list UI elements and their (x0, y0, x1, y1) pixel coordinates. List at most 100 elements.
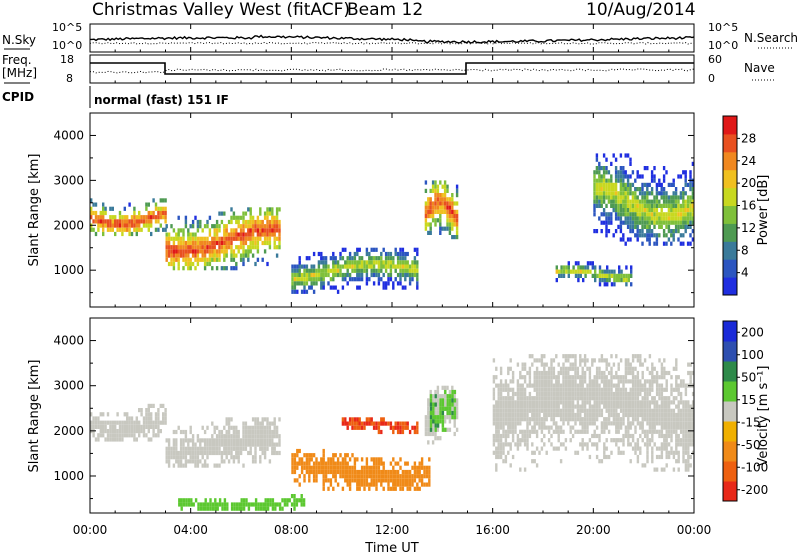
heatmap-cell (308, 478, 311, 483)
heatmap-cell (199, 459, 202, 464)
heatmap-cell (242, 249, 245, 254)
heatmap-cell (191, 446, 195, 451)
heatmap-cell (109, 206, 112, 211)
heatmap-cell (370, 465, 373, 470)
heatmap-cell (431, 440, 435, 445)
heatmap-cell (300, 461, 304, 466)
heatmap-cell (230, 417, 233, 422)
heatmap-cell (317, 260, 321, 265)
heatmap-cell (157, 206, 160, 211)
heatmap-cell (133, 210, 136, 216)
heatmap-cell (617, 212, 620, 217)
heatmap-cell (372, 469, 376, 475)
heatmap-cell (538, 375, 541, 380)
heatmap-cell (593, 358, 596, 363)
heatmap-cell (199, 245, 202, 250)
heatmap-cell (511, 412, 515, 418)
heatmap-cell (431, 209, 435, 214)
heatmap-cell (429, 201, 432, 206)
heatmap-cell (663, 442, 666, 447)
heatmap-cell (607, 421, 611, 426)
heatmap-cell (375, 482, 378, 487)
heatmap-cell (179, 240, 183, 246)
heatmap-cell (312, 264, 316, 269)
heatmap-cell (511, 379, 515, 384)
heatmap-cell (351, 425, 354, 430)
heatmap-cell (298, 277, 301, 282)
heatmap-cell (531, 429, 534, 434)
heatmap-cell (441, 427, 445, 432)
heatmap-cell (370, 457, 373, 462)
heatmap-cell (684, 412, 688, 418)
heatmap-cell (600, 203, 603, 208)
heatmap-cell (123, 412, 126, 417)
heatmap-cell (327, 486, 330, 491)
heatmap-cell (227, 219, 231, 225)
heatmap-cell (203, 249, 207, 254)
heatmap-cell (175, 257, 178, 262)
heatmap-cell (451, 218, 454, 223)
heatmap-cell (684, 408, 688, 413)
heatmap-cell (247, 207, 250, 212)
heatmap-cell (167, 253, 171, 258)
heatmap-cell (612, 438, 616, 443)
heatmap-cell (165, 249, 168, 254)
heatmap-cell (605, 157, 608, 162)
heatmap-cell (344, 469, 347, 475)
heatmap-cell (344, 453, 347, 458)
heatmap-cell (329, 461, 333, 466)
heatmap-cell (401, 268, 405, 273)
heatmap-cell (94, 416, 98, 421)
heatmap-cell (535, 408, 539, 413)
heatmap-cell (271, 232, 274, 237)
heatmap-cell (261, 429, 264, 435)
heatmap-cell (453, 406, 457, 411)
heatmap-cell (569, 438, 572, 443)
heatmap-cell (242, 245, 245, 250)
heatmap-cell (90, 424, 93, 429)
heatmap-cell (372, 457, 376, 462)
heatmap-cell (634, 178, 637, 183)
heatmap-cell (263, 228, 267, 233)
heatmap-cell (339, 251, 342, 257)
heatmap-cell (684, 433, 688, 439)
heatmap-cell (619, 450, 623, 455)
heatmap-cell (363, 474, 366, 479)
heatmap-cell (492, 450, 496, 455)
heatmap-cell (197, 506, 200, 511)
heatmap-cell (538, 412, 541, 418)
heatmap-cell (533, 408, 536, 413)
heatmap-cell (446, 226, 449, 231)
heatmap-cell (622, 237, 625, 242)
heatmap-cell (598, 187, 601, 192)
heatmap-cell (223, 240, 226, 246)
heatmap-cell (538, 421, 541, 426)
heatmap-cell (615, 354, 618, 359)
heatmap-cell (254, 236, 257, 241)
heatmap-cell (244, 425, 248, 430)
heatmap-cell (406, 482, 409, 487)
heatmap-cell (416, 425, 419, 430)
heatmap-cell (679, 421, 683, 426)
heatmap-cell (579, 379, 582, 384)
heatmap-cell (627, 362, 630, 367)
heatmap-cell (384, 421, 388, 426)
heatmap-cell (591, 396, 594, 401)
heatmap-cell (201, 425, 204, 430)
heatmap-cell (254, 459, 257, 464)
heatmap-cell (428, 482, 431, 487)
heatmap-cell (552, 429, 556, 434)
heatmap-cell (634, 417, 637, 422)
heatmap-cell (278, 236, 281, 241)
heatmap-cell (516, 404, 520, 409)
heatmap-cell (552, 396, 556, 401)
heatmap-cell (177, 425, 180, 430)
heatmap-cell (273, 417, 276, 422)
heatmap-cell (684, 212, 687, 217)
heatmap-cell (278, 417, 281, 422)
heatmap-cell (562, 265, 566, 270)
heatmap-cell (535, 417, 539, 422)
power-colorbar-label: Power [dB] (756, 175, 771, 246)
heatmap-cell (123, 420, 126, 425)
heatmap-cell (406, 260, 409, 265)
